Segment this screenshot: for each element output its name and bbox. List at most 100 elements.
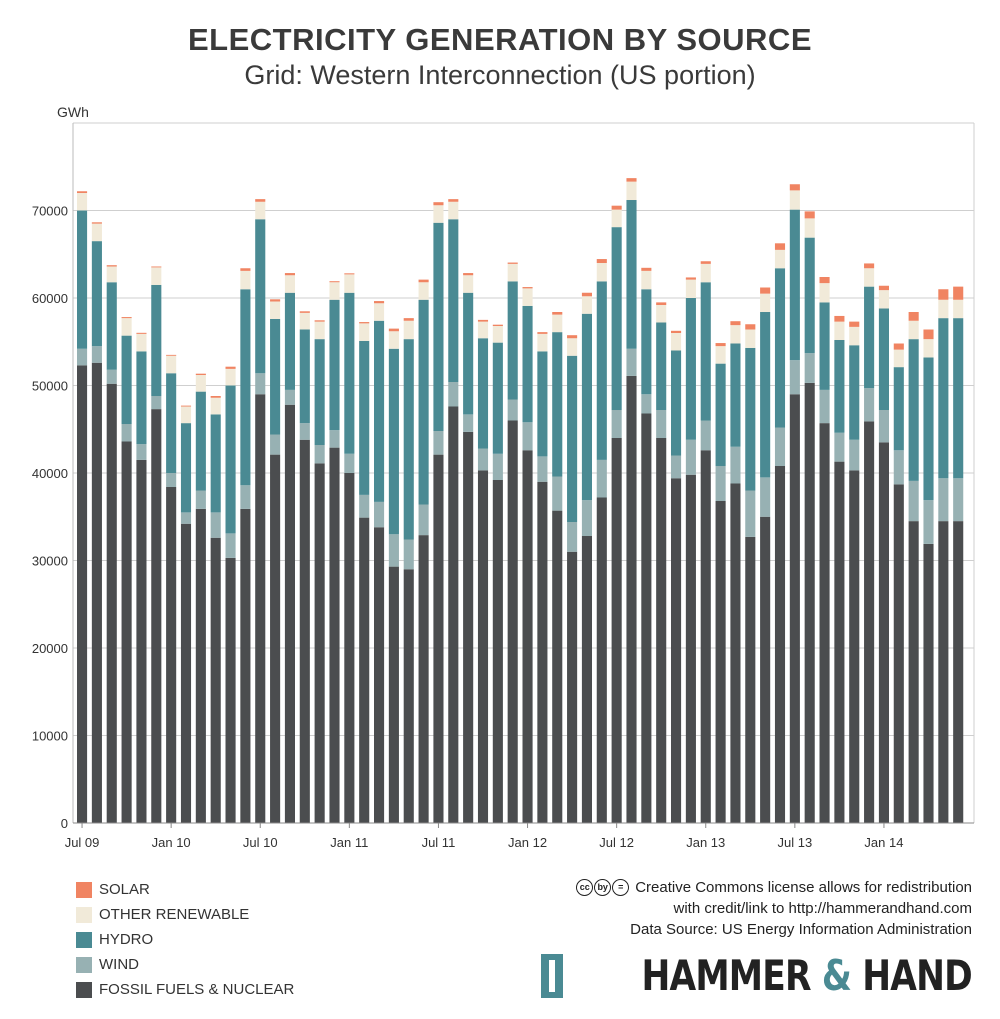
bar-segment xyxy=(121,318,132,336)
bar-segment xyxy=(671,455,682,479)
bar-segment xyxy=(166,487,177,823)
bar-segment xyxy=(849,345,860,440)
bar-segment xyxy=(923,543,934,824)
bar-segment xyxy=(240,508,251,824)
bar-segment xyxy=(908,320,919,340)
bar-segment xyxy=(953,318,964,479)
chart-title: ELECTRICITY GENERATION BY SOURCE xyxy=(187,22,812,57)
bar-segment xyxy=(685,277,696,280)
bar-segment xyxy=(581,292,592,297)
bar-segment xyxy=(938,299,949,319)
bar-segment xyxy=(255,201,266,220)
bar-segment xyxy=(760,516,771,823)
bar-segment xyxy=(195,375,206,392)
bar-segment xyxy=(700,450,711,823)
bar-segment xyxy=(626,348,637,376)
bar-segment xyxy=(314,463,325,824)
bar-segment xyxy=(760,287,771,294)
bar-segment xyxy=(774,249,786,269)
bar-segment xyxy=(804,382,815,824)
bar-segment xyxy=(477,470,489,824)
bar-segment xyxy=(433,431,444,455)
bar-segment xyxy=(463,292,474,415)
bar-segment xyxy=(596,263,607,282)
x-tick-label: Jan 11 xyxy=(330,835,368,850)
bar-segment xyxy=(878,308,889,410)
bar-segment xyxy=(166,373,177,473)
bar-segment xyxy=(849,470,860,824)
x-tick-label: Jul 12 xyxy=(599,835,634,850)
bar-segment xyxy=(671,478,682,823)
bar-segment xyxy=(314,445,325,464)
bar-segment xyxy=(760,477,771,517)
bar-segment xyxy=(77,348,88,366)
legend-label: WIND xyxy=(99,956,139,973)
bar-segment xyxy=(507,281,518,400)
legend-swatch xyxy=(76,956,92,973)
bar-segment xyxy=(195,490,206,509)
bar-segment xyxy=(299,329,310,424)
bar-segment xyxy=(284,389,295,405)
bar-segment xyxy=(433,202,444,206)
bar-segment xyxy=(819,302,830,390)
credit-link-text: with credit/link to http://hammerandhand… xyxy=(673,900,972,917)
bar-segment xyxy=(893,484,904,824)
legend-item: HYDRO xyxy=(76,927,294,952)
bar-segment xyxy=(596,459,607,498)
bar-segment xyxy=(849,439,860,471)
bar-segment xyxy=(893,343,904,350)
license-text: Creative Commons license allows for redi… xyxy=(635,879,972,896)
bar-segment xyxy=(715,343,726,347)
bar-segment xyxy=(789,360,800,395)
bar-segment xyxy=(388,566,399,824)
bar-segment xyxy=(685,279,696,299)
bar-segment xyxy=(418,535,429,824)
credits: cc by = Creative Commons license allows fo… xyxy=(575,877,972,940)
bar-segment xyxy=(804,218,815,238)
bar-segment xyxy=(344,453,355,473)
bar-segment xyxy=(893,349,904,368)
bar-segment xyxy=(418,279,429,283)
bar-segment xyxy=(299,312,310,330)
bar-segment xyxy=(314,339,325,446)
y-tick-label: 10000 xyxy=(32,729,68,744)
bar-segment xyxy=(284,404,295,823)
bar-segment xyxy=(700,261,711,264)
bar-segment xyxy=(685,298,696,440)
bar-segment xyxy=(151,284,162,397)
bar-segment xyxy=(270,454,281,824)
bar-segment xyxy=(908,312,919,321)
bar-segment xyxy=(641,270,652,290)
y-tick-label: 20000 xyxy=(32,641,68,656)
bar-segment xyxy=(374,527,385,823)
bar-segment xyxy=(299,423,310,440)
bar-segment xyxy=(745,329,756,348)
bar-segment xyxy=(908,480,919,522)
bar-segment xyxy=(448,199,459,202)
bar-segment xyxy=(522,288,533,306)
bar-segment xyxy=(626,375,637,824)
bar-segment xyxy=(403,569,414,823)
bar-segment xyxy=(596,259,607,263)
bar-segment xyxy=(923,500,934,544)
bar-segment xyxy=(567,522,578,552)
bar-segment xyxy=(240,270,251,290)
bar-segment xyxy=(77,193,88,211)
bar-segment xyxy=(195,508,206,824)
bar-segment xyxy=(270,299,281,302)
bar-segment xyxy=(299,439,310,823)
bar-segment xyxy=(923,329,934,340)
bar-segment xyxy=(374,320,385,502)
legend-swatch xyxy=(76,906,92,923)
legend-swatch xyxy=(76,881,92,898)
bar-segment xyxy=(151,409,162,823)
bar-segment xyxy=(507,263,518,282)
bar-segment xyxy=(611,410,622,438)
bar-segment xyxy=(359,322,370,324)
bar-segment xyxy=(344,273,355,275)
x-tick-label: Jan 12 xyxy=(508,835,547,850)
bar-segment xyxy=(552,314,563,333)
bar-segment xyxy=(492,480,503,823)
bar-segment xyxy=(685,474,696,823)
bar-segment xyxy=(136,444,147,460)
